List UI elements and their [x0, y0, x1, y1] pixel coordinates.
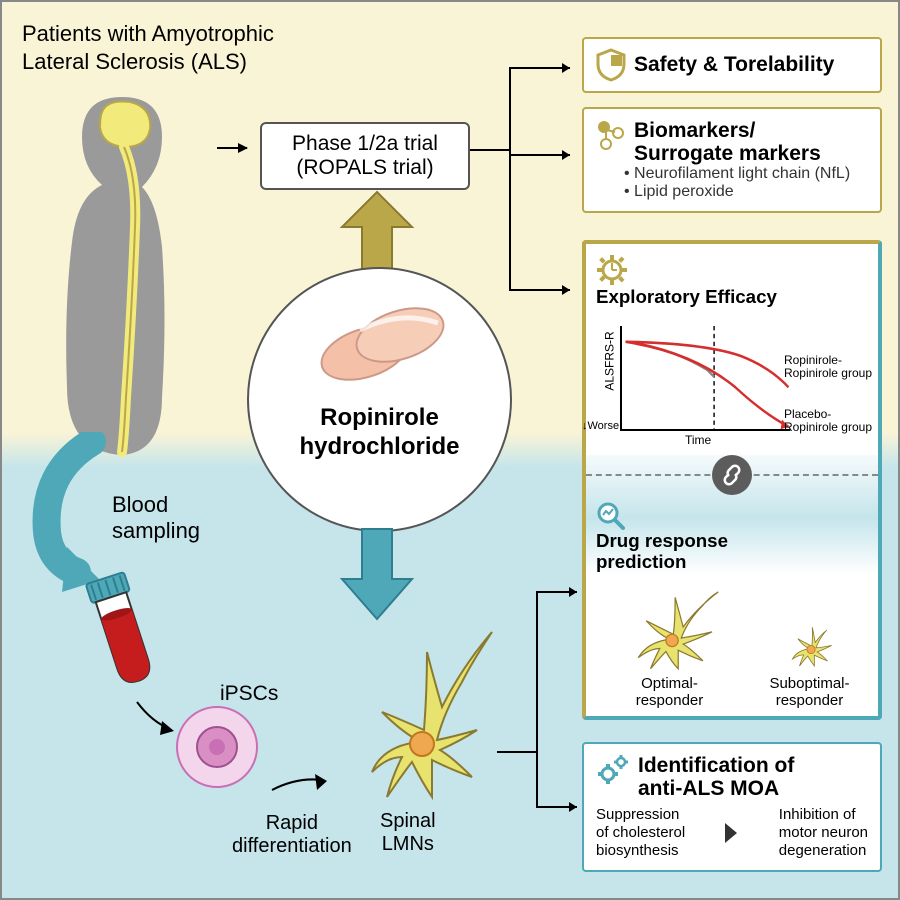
big-arrow-up	[332, 187, 422, 277]
series-top-label: Ropinirole- Ropinirole group	[784, 354, 872, 380]
blood-sampling-label: Blood sampling	[112, 492, 200, 544]
trial-line1: Phase 1/2a trial	[274, 132, 456, 156]
efficacy-chart	[620, 326, 790, 431]
biomarker-bullet-2: • Lipid peroxide	[624, 183, 868, 201]
ipsc-icon	[172, 702, 262, 792]
trial-line2: (ROPALS trial)	[274, 156, 456, 180]
moa-left: Suppression of cholesterol biosynthesis	[596, 806, 685, 860]
center-label: Ropinirole hydrochloride	[249, 404, 510, 462]
blood-tube-icon	[72, 567, 162, 697]
tile-moa: Identification of anti-ALS MOA Suppressi…	[582, 742, 882, 872]
chevron-right-icon	[723, 821, 741, 845]
suboptimal-label: Suboptimal- responder	[769, 675, 849, 709]
tile-safety: Safety & Torelability	[582, 37, 882, 93]
safety-title: Safety & Torelability	[634, 53, 834, 77]
big-arrow-down	[332, 524, 422, 624]
series-bot-label: Placebo- Ropinirole group	[784, 408, 872, 434]
patient-figure	[12, 57, 232, 457]
gear-clock-icon	[596, 254, 628, 286]
connector-neuron-to-tiles	[497, 582, 587, 832]
trial-box: Phase 1/2a trial (ROPALS trial)	[260, 122, 470, 190]
moa-title: Identification of anti-ALS MOA	[638, 754, 794, 800]
biomarkers-title: Biomarkers/ Surrogate markers	[634, 119, 821, 165]
neuron-optimal	[614, 590, 724, 670]
neuron-large	[332, 612, 502, 812]
chart-ylabel: ALSFRS-R	[603, 331, 617, 390]
arrow-patient-to-trial	[217, 147, 247, 149]
biomarker-bullet-1: • Neurofilament light chain (NfL)	[624, 165, 868, 183]
drug-resp-title: Drug response prediction	[596, 531, 868, 572]
connector-trial-to-tiles	[470, 60, 580, 300]
chart-worse: ↓Worse	[582, 420, 619, 432]
chart-xlabel: Time	[685, 433, 874, 447]
pills-icon	[310, 295, 450, 395]
tile-efficacy-combined: Exploratory Efficacy ALSFRS-R ↓Worse Rop…	[582, 240, 882, 720]
center-circle: Ropinirole hydrochloride	[247, 267, 512, 532]
magnifier-icon	[596, 501, 626, 531]
optimal-label: Optimal- responder	[614, 675, 724, 709]
tile-biomarkers: Biomarkers/ Surrogate markers • Neurofil…	[582, 107, 882, 213]
rapid-diff-label: Rapid differentiation	[232, 812, 352, 858]
efficacy-title: Exploratory Efficacy	[596, 286, 868, 308]
arrow-ipsc-neuron	[267, 772, 337, 802]
shield-icon	[596, 48, 626, 82]
spinal-lmns-label: Spinal LMNs	[380, 810, 436, 856]
molecule-icon	[596, 119, 626, 153]
moa-right: Inhibition of motor neuron degeneration	[779, 806, 868, 860]
neuron-suboptimal	[774, 615, 844, 670]
ipsc-label: iPSCs	[220, 682, 278, 706]
gears-icon	[596, 754, 630, 788]
link-icon	[712, 455, 752, 495]
